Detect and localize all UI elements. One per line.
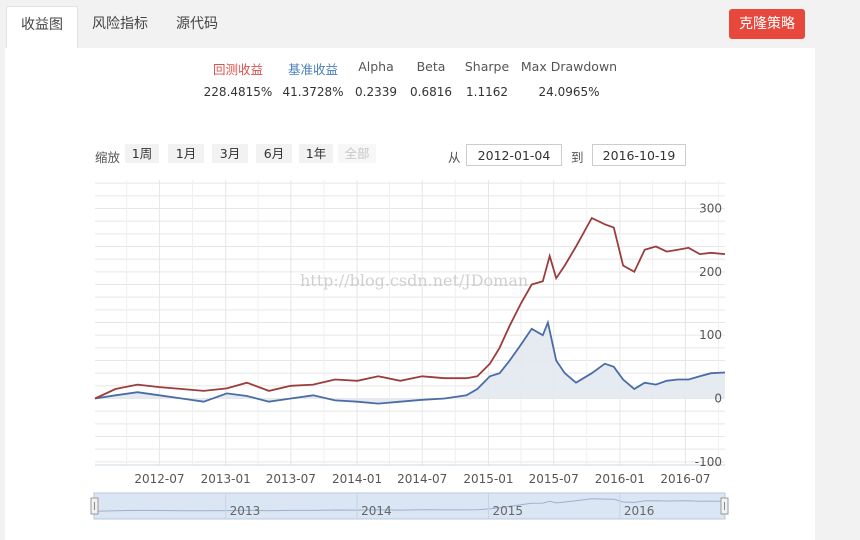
tab-bar: 收益图 风险指标 源代码 克隆策略 [0,0,860,48]
benchmark-line [94,319,726,405]
stat-header-sharpe: Sharpe [464,59,510,74]
y-tick-label: 100 [699,328,722,342]
stat-value-alpha: 0.2339 [355,85,397,99]
benchmark-area [95,322,725,404]
y-tick-label: 200 [699,265,722,279]
navigator-labels: 2013 2014 2015 2016 [225,493,655,519]
tab-returns-chart[interactable]: 收益图 [6,6,78,48]
stat-value-sharpe: 1.1162 [466,85,508,99]
x-tick-label: 2013-07 [266,472,316,486]
tab-source-code[interactable]: 源代码 [176,16,218,32]
stat-value-beta: 0.6816 [410,85,452,99]
stat-value-benchmark-return: 41.3728% [282,85,344,99]
y-tick-label: -100 [695,455,722,469]
stat-header-benchmark-return: 基准收益 [287,62,339,77]
stat-header-backtest-return: 回测收益 [212,62,264,77]
to-label: 到 [571,150,584,165]
zoom-all-button[interactable]: 全部 [338,144,376,163]
x-tick-label: 2016-01 [595,472,645,486]
stat-header-alpha: Alpha [358,59,394,74]
zoom-label: 缩放 [95,150,121,165]
navigator-year-label: 2013 [230,504,261,518]
stat-value-max-drawdown: 24.0965% [538,85,600,99]
chart-x-grid [95,180,725,466]
zoom-1-month-button[interactable]: 1月 [168,144,204,163]
stat-header-max-drawdown: Max Drawdown [520,59,618,74]
strategy-line [94,216,726,400]
x-axis-ticks: 2012-07 2013-01 2013-07 2014-01 2014-07 2015-… [134,472,710,486]
navigator-year-label: 2016 [624,504,655,518]
y-tick-label: 0 [714,392,722,406]
zoom-1-week-button[interactable]: 1周 [125,144,159,163]
stat-value-backtest-return: 228.4815% [203,85,273,99]
zoom-6-month-button[interactable]: 6月 [256,144,292,163]
zoom-3-month-button[interactable]: 3月 [212,144,248,163]
x-tick-label: 2014-07 [397,472,447,486]
navigator[interactable]: 2013 2014 2015 2016 [90,492,729,520]
x-tick-label: 2015-01 [463,472,513,486]
watermark-text: http://blog.csdn.net/JDoman [300,271,528,290]
to-date-input[interactable] [592,144,686,166]
navigator-year-label: 2015 [492,504,523,518]
y-tick-label: 300 [699,202,722,216]
x-tick-label: 2014-01 [332,472,382,486]
x-tick-label: 2016-07 [660,472,710,486]
from-label: 从 [448,150,461,165]
clone-strategy-button[interactable]: 克隆策略 [729,9,805,39]
x-tick-label: 2015-07 [529,472,579,486]
chart-grid [95,182,725,463]
tab-risk-metrics[interactable]: 风险指标 [92,16,148,32]
content-panel [5,48,815,540]
x-tick-label: 2012-07 [134,472,184,486]
navigator-line [94,498,726,512]
navigator-year-label: 2014 [361,504,392,518]
x-tick-label: 2013-01 [201,472,251,486]
stat-header-beta: Beta [416,59,446,74]
from-date-input[interactable] [466,144,562,166]
y-axis-ticks: 300 200 100 0 -100 [695,202,722,469]
zoom-1-year-button[interactable]: 1年 [299,144,333,163]
